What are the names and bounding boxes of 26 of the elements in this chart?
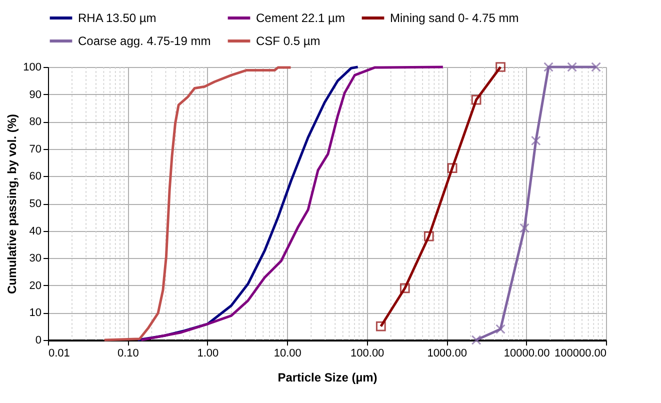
y-tick-label: 20 (29, 280, 42, 292)
x-tick-label: 0.01 (48, 348, 70, 360)
y-tick-label: 60 (29, 170, 42, 183)
legend-label: Cement 22.1 µm (256, 11, 345, 25)
y-axis-title: Cumulative passing, by vol. (%) (5, 114, 20, 294)
y-tick-label: 90 (29, 88, 42, 101)
legend-label: Mining sand 0- 4.75 mm (390, 11, 519, 25)
x-tick-label: 0.10 (118, 348, 139, 360)
y-tick-label: 50 (29, 198, 42, 210)
x-axis-title: Particle Size (µm) (278, 370, 378, 384)
legend-label: RHA 13.50 µm (78, 11, 156, 25)
x-tick-label: 10.00 (274, 348, 302, 360)
y-tick-label: 100 (23, 62, 42, 74)
x-tick-label: 1.00 (197, 348, 219, 360)
x-tick-label: 100000.00 (554, 348, 606, 360)
legend-label: Coarse agg. 4.75-19 mm (78, 34, 211, 48)
y-tick-label: 80 (29, 116, 42, 128)
x-tick-label: 100.00 (350, 348, 384, 360)
y-tick-label: 70 (29, 143, 42, 156)
y-tick-label: 30 (29, 252, 42, 265)
y-tick-label: 0 (35, 334, 42, 346)
y-tick-label: 40 (29, 225, 42, 238)
x-tick-label: 10000.00 (504, 348, 550, 360)
x-tick-label: 1000.00 (427, 348, 467, 360)
legend-label: CSF 0.5 µm (256, 34, 320, 48)
y-tick-label: 10 (29, 307, 42, 320)
